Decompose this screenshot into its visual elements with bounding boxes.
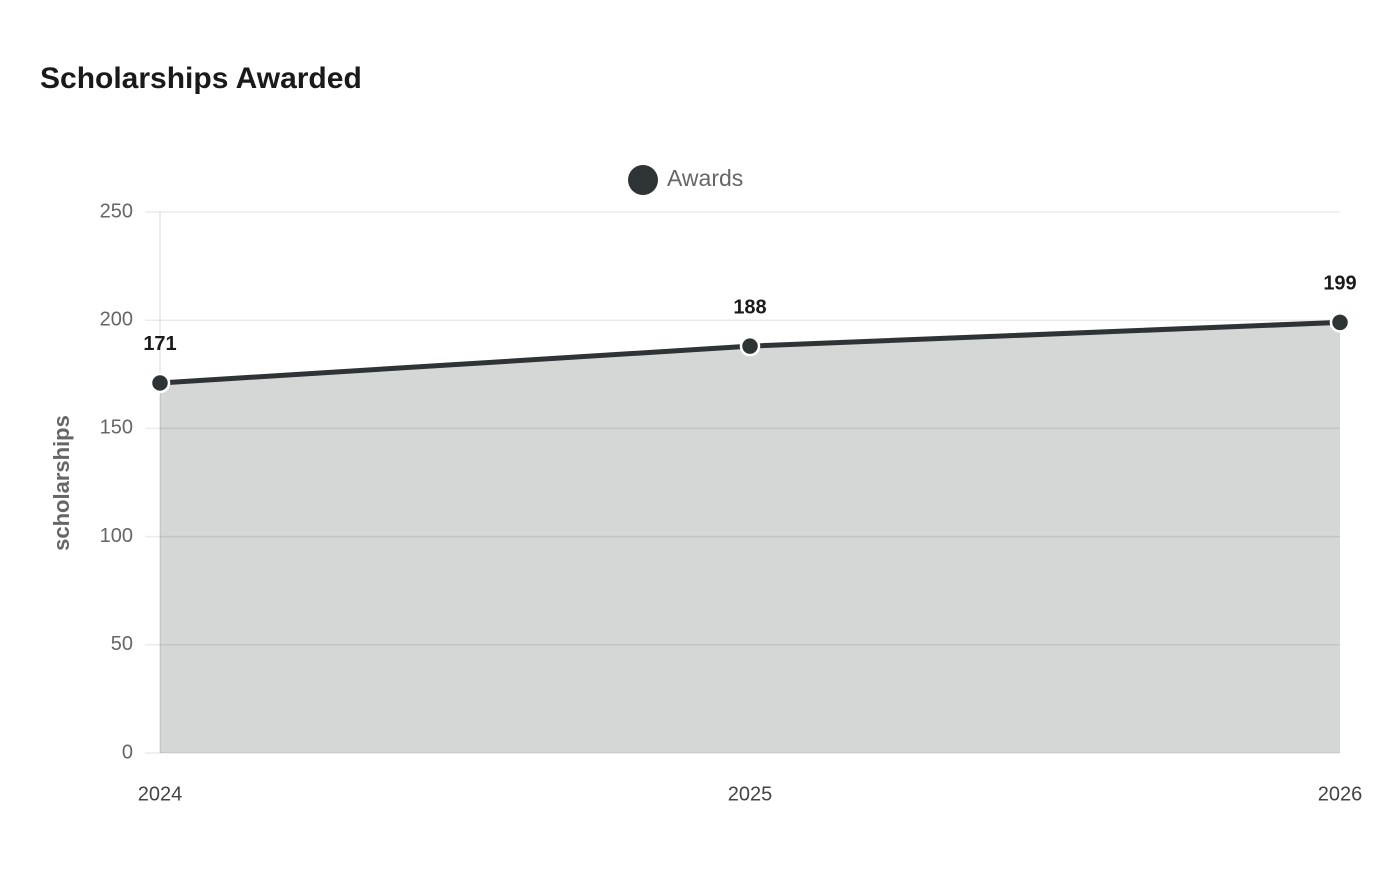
x-tick-label: 2024 — [138, 783, 183, 805]
y-tick-label: 0 — [122, 741, 133, 763]
y-tick-label: 50 — [111, 633, 133, 655]
point — [739, 335, 761, 357]
chart-title: Scholarships Awarded — [40, 62, 362, 95]
legend-label: Awards — [667, 165, 743, 191]
y-tick-label: 250 — [100, 200, 133, 222]
x-tick-label: 2025 — [728, 783, 773, 805]
x-tick-label: 2026 — [1318, 783, 1363, 805]
point — [1329, 312, 1351, 333]
data-label: 188 — [733, 296, 766, 318]
y-axis-label: scholarships — [49, 415, 74, 551]
legend-marker — [628, 165, 658, 195]
area — [160, 322, 1340, 753]
y-tick-label: 200 — [100, 308, 133, 330]
y-tick-label: 100 — [100, 525, 133, 547]
data-label: 199 — [1323, 273, 1356, 295]
point — [149, 372, 171, 394]
data-label: 171 — [143, 333, 176, 355]
y-tick-label: 150 — [100, 417, 133, 439]
